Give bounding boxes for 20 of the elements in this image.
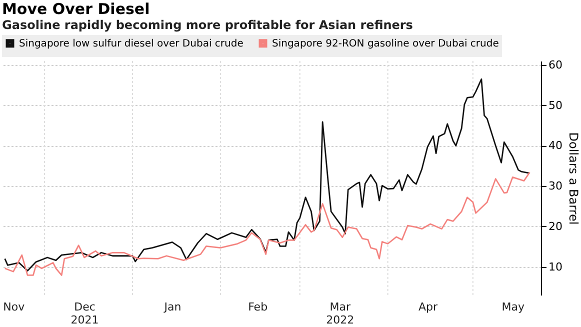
x-tick-label: Feb — [248, 300, 268, 314]
chart-title: Move Over Diesel — [2, 0, 150, 18]
line-series — [4, 172, 530, 276]
y-tick-label: 30 — [548, 180, 562, 193]
x-tick-label: Mar 2022 — [326, 300, 354, 326]
y-axis-title: Dollars a Barrel — [566, 132, 580, 225]
x-tick-label: Jan — [163, 300, 182, 314]
y-tick-label: 10 — [548, 260, 562, 274]
chart-subtitle: Gasoline rapidly becoming more profitable for Asian refiners — [2, 18, 413, 32]
x-tick-label: Apr — [418, 300, 438, 314]
y-tick-label: 60 — [548, 58, 562, 72]
x-tick-label: May — [502, 300, 525, 314]
y-tick-label: 40 — [548, 139, 562, 152]
x-tick-label: Nov — [3, 300, 26, 314]
y-tick-label: 20 — [548, 220, 562, 233]
x-tick-label: Dec 2021 — [70, 300, 99, 326]
legend-label: Singapore 92-RON gasoline over Dubai crude — [272, 38, 499, 50]
line-series — [4, 78, 530, 272]
y-tick-label: 50 — [548, 98, 562, 112]
legend-label: Singapore low sulfur diesel over Dubai crude — [19, 38, 244, 50]
